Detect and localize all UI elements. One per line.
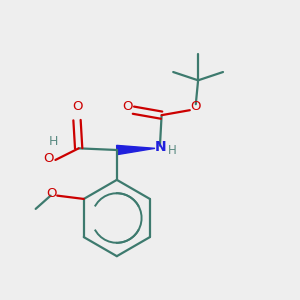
Text: O: O — [190, 100, 201, 113]
Text: O: O — [122, 100, 133, 113]
Text: H: H — [49, 135, 58, 148]
Text: H: H — [168, 143, 177, 157]
Text: N: N — [155, 140, 167, 154]
Text: O: O — [72, 100, 82, 113]
Polygon shape — [117, 146, 155, 154]
Text: O: O — [46, 188, 56, 200]
Text: O: O — [43, 152, 53, 166]
